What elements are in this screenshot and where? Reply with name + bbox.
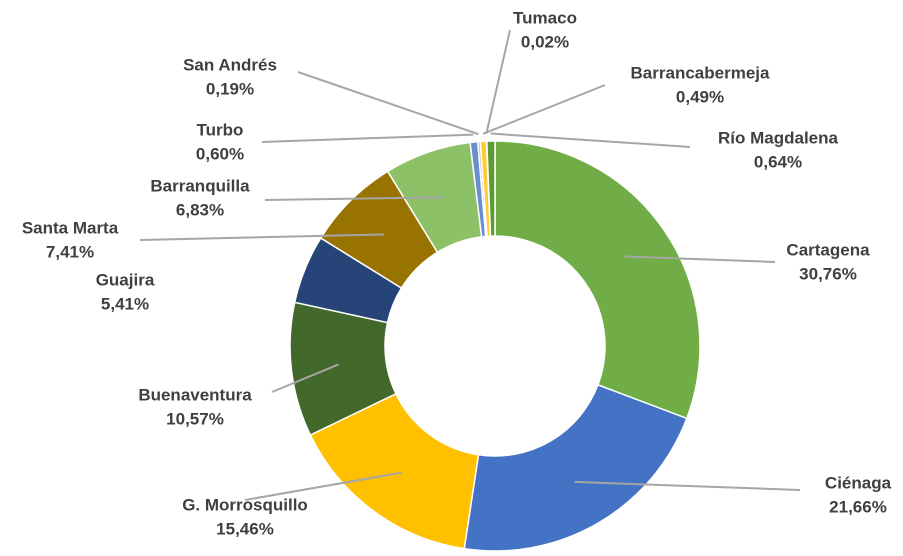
leader-line bbox=[490, 132, 691, 148]
category-label: Buenaventura bbox=[138, 385, 252, 404]
category-label: Turbo bbox=[197, 120, 244, 139]
leader-line bbox=[297, 71, 479, 136]
slices bbox=[289, 140, 701, 552]
category-label: Guajira bbox=[96, 270, 155, 289]
value-label: 0,49% bbox=[676, 87, 724, 106]
value-label: 30,76% bbox=[799, 264, 857, 283]
leader-line bbox=[139, 233, 384, 241]
value-label: 5,41% bbox=[101, 294, 149, 313]
value-label: 0,02% bbox=[521, 32, 569, 51]
category-label: Cartagena bbox=[786, 240, 870, 259]
leader-line bbox=[244, 471, 402, 501]
leader-line bbox=[271, 363, 339, 393]
leader-line bbox=[264, 196, 444, 201]
leader-line bbox=[482, 84, 606, 135]
category-label: Ciénaga bbox=[825, 473, 892, 492]
value-label: 21,66% bbox=[829, 497, 887, 516]
value-label: 15,46% bbox=[216, 519, 274, 538]
value-label: 6,83% bbox=[176, 200, 224, 219]
leader-line bbox=[485, 29, 511, 134]
slice bbox=[485, 140, 496, 237]
leader-line bbox=[624, 255, 776, 263]
category-label: Tumaco bbox=[513, 8, 577, 27]
leader-line bbox=[574, 480, 801, 491]
slice bbox=[494, 140, 701, 420]
category-label: Santa Marta bbox=[22, 218, 119, 237]
slice bbox=[463, 383, 688, 552]
value-label: 7,41% bbox=[46, 242, 94, 261]
category-label: Barrancabermeja bbox=[631, 63, 770, 82]
category-label: Río Magdalena bbox=[718, 128, 839, 147]
value-label: 0,19% bbox=[206, 79, 254, 98]
leader-line bbox=[261, 133, 474, 143]
value-label: 0,60% bbox=[196, 144, 244, 163]
value-label: 0,64% bbox=[754, 152, 802, 171]
category-label: Barranquilla bbox=[150, 176, 250, 195]
value-label: 10,57% bbox=[166, 409, 224, 428]
category-label: San Andrés bbox=[183, 55, 277, 74]
category-label: G. Morrosquillo bbox=[182, 495, 308, 514]
